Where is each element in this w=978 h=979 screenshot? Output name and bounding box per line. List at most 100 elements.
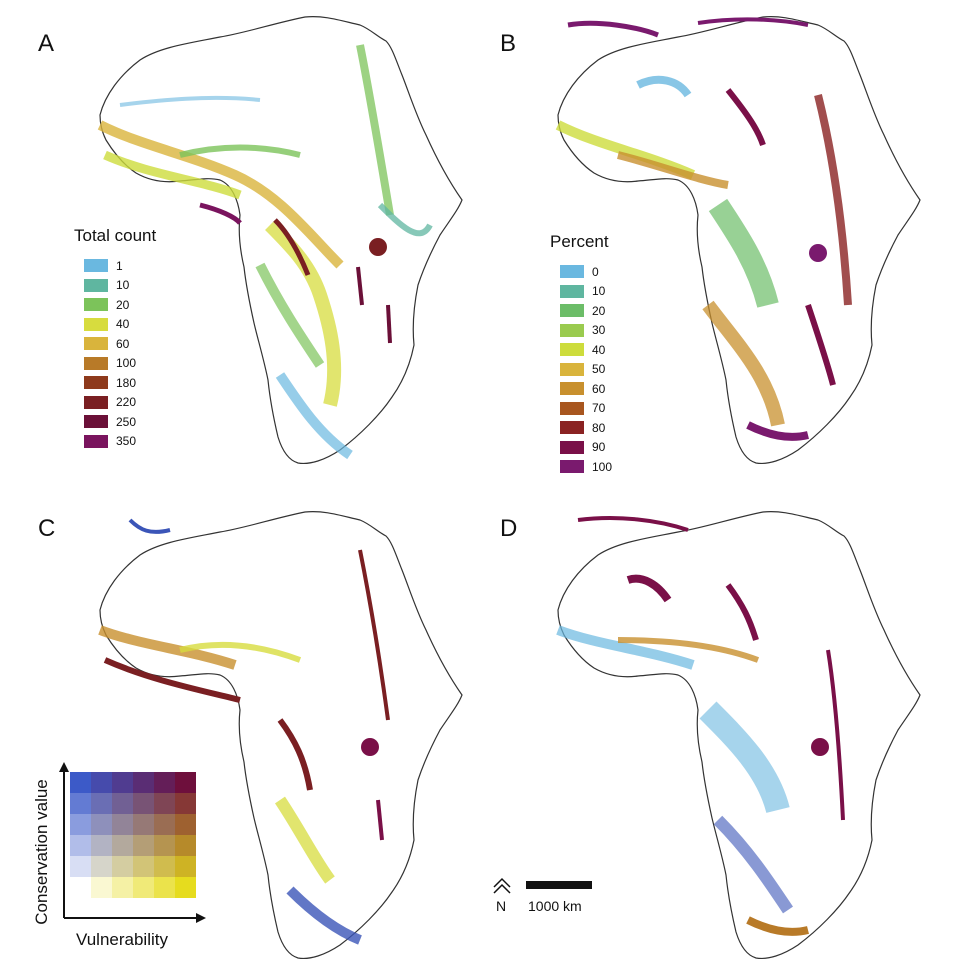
map-panel-c [98, 511, 463, 960]
legend-total-count: Total count 1 10 20 40 60 100 180 220 250 350 [74, 226, 156, 451]
bivariate-legend [59, 762, 206, 923]
bivariate-cell [175, 856, 196, 877]
bivariate-cell [91, 856, 112, 877]
bivariate-cell [133, 835, 154, 856]
bivariate-cell [112, 877, 133, 898]
bivariate-cell [112, 835, 133, 856]
legend-percent-swatch [560, 382, 584, 396]
legend-count-label: 10 [116, 278, 130, 293]
north-label: N [496, 898, 507, 914]
legend-percent-swatch [560, 304, 584, 318]
legend-percent-label: 50 [592, 362, 606, 377]
bivariate-cell [70, 835, 91, 856]
bivariate-cell [70, 856, 91, 877]
legend-count-swatch [84, 376, 108, 390]
bivariate-cell [154, 814, 175, 835]
river-network-c [98, 518, 390, 945]
bivariate-cell [91, 814, 112, 835]
bivariate-cell [70, 814, 91, 835]
legend-count-swatch [84, 259, 108, 273]
legend-percent: Percent 0 10 20 30 40 50 60 70 80 90 100 [550, 232, 612, 477]
legend-count-label: 60 [116, 336, 130, 351]
legend-percent-label: 40 [592, 342, 606, 357]
legend-percent-item: 20 [560, 301, 612, 321]
y-axis-arrowhead [59, 762, 69, 772]
legend-count-label: 100 [116, 356, 137, 371]
scale-distance-label: 1000 km [528, 898, 582, 914]
bivariate-cell [112, 772, 133, 793]
legend-percent-item: 70 [560, 399, 612, 419]
river-network-a [97, 44, 433, 460]
legend-count-swatch [84, 317, 108, 331]
legend-percent-swatch [560, 323, 584, 337]
bivariate-cell [70, 877, 91, 898]
bivariate-cell [175, 793, 196, 814]
x-axis-label: Vulnerability [76, 930, 168, 949]
legend-count-item: 180 [84, 373, 156, 393]
legend-percent-label: 20 [592, 303, 606, 318]
legend-count-item: 220 [84, 393, 156, 413]
panel-label-b: B [500, 30, 517, 57]
legend-percent-swatch [560, 460, 584, 474]
scale-bar-rect [526, 881, 592, 889]
legend-count-swatch [84, 434, 108, 448]
legend-count-label: 180 [116, 375, 137, 390]
y-axis-label: Conservation value [32, 779, 51, 925]
legend-count-swatch [84, 415, 108, 429]
legend-count-label: 220 [116, 395, 137, 410]
bivariate-cell [133, 772, 154, 793]
legend-percent-label: 30 [592, 323, 606, 338]
legend-percent-swatch [560, 421, 584, 435]
legend-percent-item: 60 [560, 379, 612, 399]
map-panel-b [555, 16, 921, 465]
legend-percent-item: 90 [560, 438, 612, 458]
legend-count-swatch [84, 278, 108, 292]
legend-count-item: 60 [84, 334, 156, 354]
legend-percent-label: 10 [592, 284, 606, 299]
legend-count-item: 250 [84, 412, 156, 432]
legend-count-swatch [84, 337, 108, 351]
legend-count-item: 20 [84, 295, 156, 315]
bivariate-cell [70, 793, 91, 814]
legend-percent-label: 70 [592, 401, 606, 416]
bivariate-cell [133, 877, 154, 898]
bivariate-cell [154, 772, 175, 793]
bivariate-cell [112, 856, 133, 877]
legend-percent-item: 0 [560, 262, 612, 282]
bivariate-cell [91, 772, 112, 793]
river-network-b [555, 17, 852, 441]
bivariate-cell [70, 772, 91, 793]
legend-count-label: 1 [116, 258, 123, 273]
legend-percent-item: 40 [560, 340, 612, 360]
scale-bar [493, 877, 592, 894]
bivariate-cell [133, 814, 154, 835]
legend-percent-swatch [560, 440, 584, 454]
bivariate-cell [175, 814, 196, 835]
panel-label-a: A [38, 30, 55, 57]
panel-label-c: C [38, 515, 56, 542]
bivariate-cell [112, 814, 133, 835]
legend-percent-item: 80 [560, 418, 612, 438]
legend-percent-label: 0 [592, 264, 599, 279]
legend-percent-swatch [560, 284, 584, 298]
legend-count-item: 350 [84, 432, 156, 452]
legend-count-label: 250 [116, 414, 137, 429]
legend-percent-item: 30 [560, 321, 612, 341]
legend-count-item: 10 [84, 276, 156, 296]
legend-percent-label: 100 [592, 459, 613, 474]
bivariate-cell [133, 856, 154, 877]
legend-percent-item: 100 [560, 457, 612, 477]
map-panel-d [556, 511, 921, 960]
bivariate-cell [175, 835, 196, 856]
legend-count-item: 1 [84, 256, 156, 276]
bivariate-cell [91, 835, 112, 856]
legend-count-label: 350 [116, 434, 137, 449]
bivariate-cell [91, 793, 112, 814]
map-panel-a [97, 16, 463, 465]
legend-percent-swatch [560, 343, 584, 357]
legend-percent-swatch [560, 265, 584, 279]
legend-title-percent: Percent [550, 232, 609, 251]
legend-percent-swatch [560, 362, 584, 376]
legend-percent-item: 10 [560, 282, 612, 302]
bivariate-cell [154, 793, 175, 814]
